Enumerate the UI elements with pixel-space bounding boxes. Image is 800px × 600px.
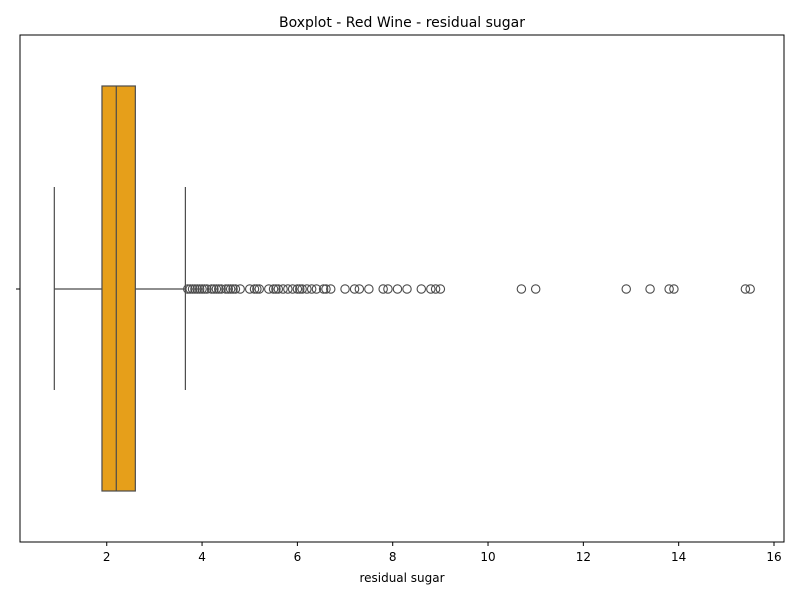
outlier-point [306,284,317,294]
outlier-point [221,284,231,294]
outlier-point [287,284,298,294]
outlier-point [223,284,234,294]
outlier-point [321,284,331,294]
outlier-point [318,284,329,294]
outlier-point [244,284,255,294]
outlier-point [183,284,193,294]
outlier-point [187,284,198,294]
x-tick-label: 16 [766,550,781,564]
x-axis-label: residual sugar [359,571,444,585]
outlier-point [209,284,219,294]
outlier-point [378,284,388,294]
x-tick-label: 8 [389,550,397,564]
outlier-point [621,284,631,294]
outlier-point [416,284,427,294]
x-tick-label: 14 [671,550,686,564]
outlier-point [211,284,222,294]
outlier-point [325,284,336,294]
outlier-point [235,284,245,294]
outlier-point [354,284,365,294]
chart-title: Boxplot - Red Wine - residual sugar [279,15,525,31]
outlier-point [213,284,224,294]
x-tick-label: 12 [576,550,591,564]
outlier-point [426,284,436,294]
plot-area [53,85,755,492]
outlier-point [216,284,226,294]
outlier-point [295,284,305,294]
outlier-point [745,284,755,294]
outlier-point [264,284,274,294]
x-tick-label: 6 [294,550,302,564]
x-axis: 2 4 6 8 10 12 14 16 [103,542,782,564]
outlier-point [311,284,322,294]
outlier-point [430,284,441,294]
outlier-point [297,284,307,294]
outlier-point [192,284,203,294]
x-tick-label: 10 [480,550,495,564]
outlier-point [364,284,374,294]
outlier-point [271,284,281,294]
outlier-point [230,284,241,294]
outlier-point [402,284,412,294]
outlier-point [252,284,262,294]
outlier-point [283,284,293,294]
outlier-point [349,284,360,294]
outlier-point [206,284,217,294]
outlier-point [190,284,200,294]
outlier-point [302,284,312,294]
outlier-point [392,284,403,294]
iqr-box [101,85,136,492]
outlier-point [185,284,195,294]
outlier-point [199,284,210,294]
x-tick-label: 2 [103,550,111,564]
outlier-point [435,284,446,294]
outlier-point [516,284,527,294]
outlier-point [197,284,207,294]
outlier-point [225,284,236,294]
outlier-point [254,284,265,294]
outlier-point [268,284,279,294]
outlier-point [664,284,674,294]
outlier-point [249,284,260,294]
outlier-point [530,284,541,294]
outlier-point [278,284,288,294]
outlier-point [740,284,751,294]
outlier-point [645,284,655,294]
outlier-point [228,284,238,294]
outlier-point [669,284,679,294]
outlier-point [194,284,205,294]
x-tick-label: 4 [198,550,206,564]
outlier-point [273,284,284,294]
outlier-point [202,284,212,294]
outlier-point [292,284,303,294]
outlier-point [383,284,393,294]
outlier-point [340,284,350,294]
